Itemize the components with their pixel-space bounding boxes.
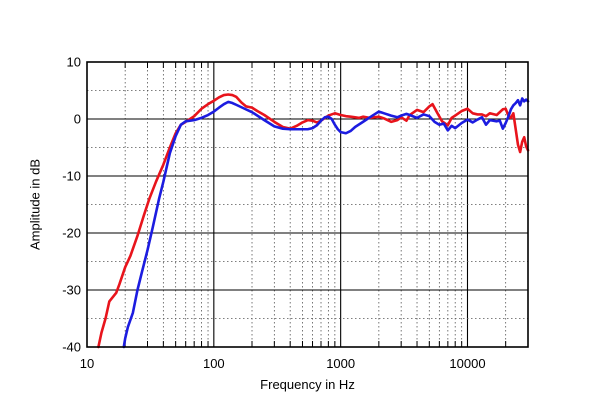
x-tick-label: 10 bbox=[80, 356, 94, 371]
y-axis-title: Amplitude in dB bbox=[27, 159, 42, 250]
series-line-2 bbox=[122, 97, 530, 349]
plot-frame bbox=[86, 61, 529, 348]
series-line-1 bbox=[97, 93, 530, 349]
y-tick-labels: 10 0 -10 -20 -30 -40 bbox=[62, 55, 81, 355]
x-axis-title: Frequency in Hz bbox=[260, 377, 355, 392]
x-tick-label: 1000 bbox=[326, 356, 355, 371]
series-lines bbox=[97, 93, 530, 349]
y-tick-label: 0 bbox=[74, 112, 81, 127]
y-tick-label: -30 bbox=[62, 283, 81, 298]
grid-lines bbox=[87, 62, 528, 347]
y-tick-label: 10 bbox=[67, 55, 81, 70]
x-tick-labels: 10 100 1000 10000 bbox=[80, 356, 486, 371]
y-tick-label: -40 bbox=[62, 340, 81, 355]
y-tick-label: -20 bbox=[62, 226, 81, 241]
x-tick-label: 100 bbox=[203, 356, 225, 371]
y-tick-label: -10 bbox=[62, 169, 81, 184]
x-tick-label: 10000 bbox=[449, 356, 485, 371]
